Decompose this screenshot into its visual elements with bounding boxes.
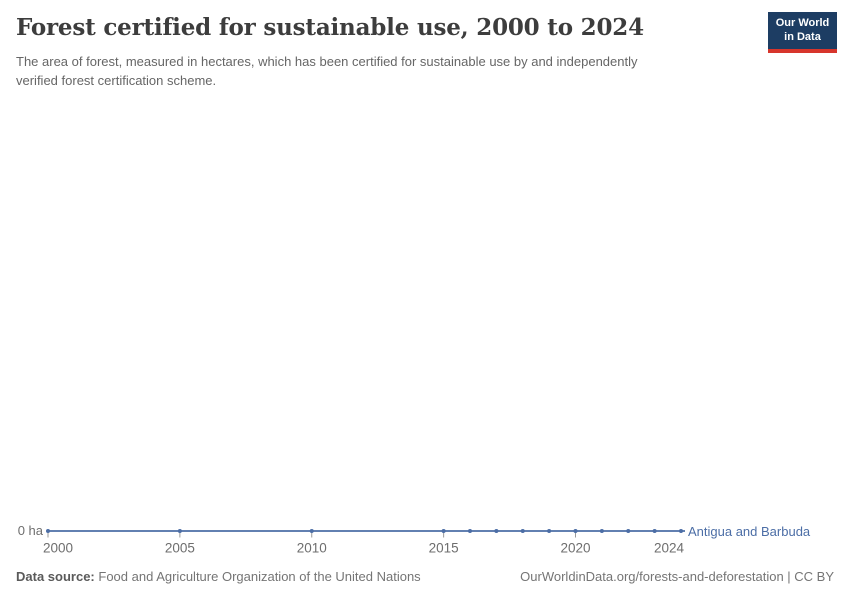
owid-logo[interactable]: Our World in Data — [768, 12, 837, 53]
chart-subtitle-line: The area of forest, measured in hectares… — [16, 54, 638, 69]
chart-subtitle-line: verified forest certification scheme. — [16, 72, 217, 88]
x-tick-label: 2024 — [654, 541, 685, 556]
x-tick-label: 2010 — [297, 541, 327, 556]
x-tick-label: 2005 — [165, 541, 195, 556]
data-source-text: Food and Agriculture Organization of the… — [98, 569, 421, 584]
x-tick-label: 2000 — [43, 541, 73, 556]
data-point-marker[interactable] — [547, 529, 552, 533]
data-point-marker[interactable] — [441, 529, 446, 533]
line-chart-svg: 2000 2005 2010 2015 2020 2024 — [43, 529, 685, 556]
x-tick-label: 2020 — [560, 541, 590, 556]
data-point-marker[interactable] — [599, 529, 604, 533]
data-point-marker[interactable] — [46, 529, 50, 533]
data-source-label: Data source: — [16, 569, 95, 584]
chart-title: Forest certified for sustainable use, 20… — [16, 14, 644, 41]
y-axis-zero-label: 0 ha — [17, 523, 43, 538]
owid-logo-text-line2: in Data — [784, 30, 821, 43]
data-point-marker[interactable] — [679, 529, 683, 533]
x-tick-label: 2015 — [429, 541, 459, 556]
series-entity-label[interactable]: Antigua and Barbuda — [688, 524, 811, 539]
data-point-marker[interactable] — [626, 529, 631, 533]
data-point-marker[interactable] — [177, 529, 182, 533]
data-point-marker[interactable] — [652, 529, 657, 533]
data-point-marker[interactable] — [520, 529, 525, 533]
data-point-marker[interactable] — [309, 529, 314, 533]
data-source-note: Data source: Food and Agriculture Organi… — [16, 569, 421, 584]
data-point-marker[interactable] — [494, 529, 499, 533]
line-chart[interactable]: 2000 2005 2010 2015 2020 2024 — [0, 500, 850, 560]
attribution-note: OurWorldinData.org/forests-and-deforesta… — [520, 569, 834, 584]
data-point-marker[interactable] — [468, 529, 472, 533]
chart-subtitle: The area of forest, measured in hectares… — [16, 53, 638, 90]
owid-logo-text-line1: Our World — [775, 17, 830, 29]
data-point-marker[interactable] — [573, 529, 578, 533]
